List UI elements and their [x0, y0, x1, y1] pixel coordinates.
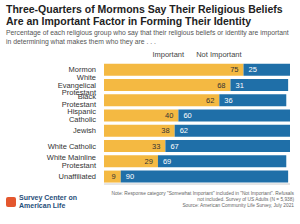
svg-text:White Catholic: White Catholic — [48, 142, 97, 151]
svg-text:62: 62 — [180, 126, 188, 135]
svg-text:Mormon: Mormon — [68, 65, 96, 75]
svg-text:BlackProtestant: BlackProtestant — [62, 92, 97, 109]
svg-text:25: 25 — [249, 65, 257, 74]
svg-text:31: 31 — [235, 81, 243, 90]
svg-text:67: 67 — [170, 142, 178, 151]
html-text:White: White — [76, 73, 96, 82]
svg-text:62: 62 — [206, 96, 214, 105]
html-text:Note: Response category "Somew: Note: Response category "Somewhat Import… — [111, 191, 294, 202]
html-text:Percentage of each religious g: Percentage of each religious group who s… — [6, 29, 289, 45]
html-text:Three-Quarters of Mormons Say: Three-Quarters of Mormons Say Their Reli… — [6, 3, 283, 27]
html-text:Evangelical: Evangelical — [57, 80, 96, 90]
svg-text:40: 40 — [165, 111, 173, 120]
svg-text:36: 36 — [224, 96, 232, 105]
svg-text:60: 60 — [183, 111, 191, 120]
svg-text:HispanicCatholic: HispanicCatholic — [67, 107, 96, 124]
svg-text:33: 33 — [152, 142, 160, 151]
html-text:Source: American Community Lif: Source: American Community Life Survey, … — [182, 203, 294, 208]
html-text:Survey Center on American Life: Survey Center on American Life — [19, 194, 77, 209]
svg-text:White MainlineProtestant: White MainlineProtestant — [47, 153, 97, 170]
svg-text:9: 9 — [112, 172, 116, 181]
html-text:Important: Important — [152, 50, 185, 59]
svg-text:29: 29 — [145, 157, 153, 166]
svg-text:Jewish: Jewish — [73, 126, 96, 135]
svg-text:68: 68 — [217, 81, 225, 90]
svg-text:69: 69 — [163, 157, 171, 166]
html-text:Not Important: Not Important — [196, 50, 242, 59]
svg-text:Unaffiliated: Unaffiliated — [59, 172, 96, 181]
svg-text:38: 38 — [161, 126, 169, 135]
svg-text:75: 75 — [230, 65, 238, 74]
svg-text:90: 90 — [126, 172, 134, 181]
